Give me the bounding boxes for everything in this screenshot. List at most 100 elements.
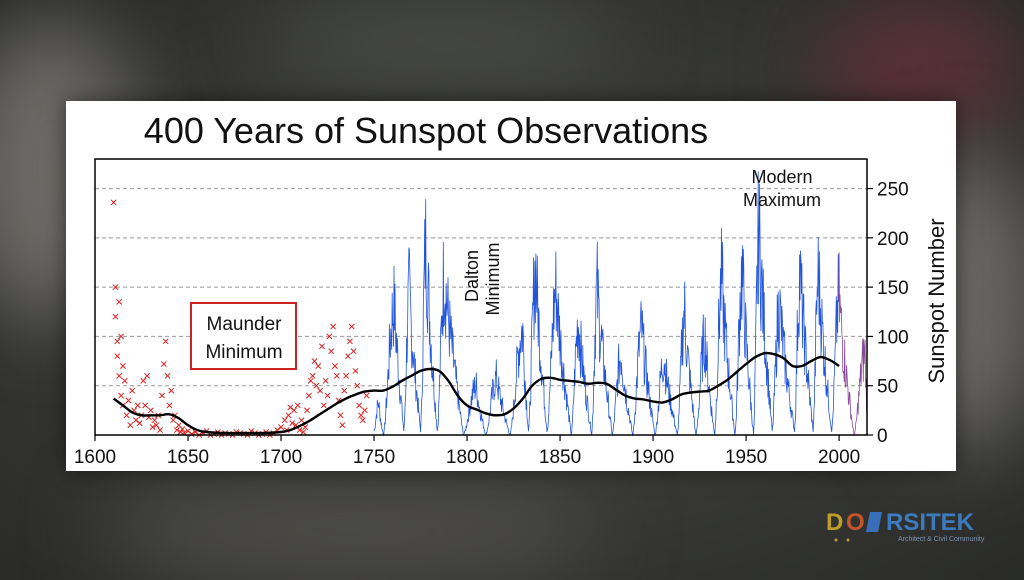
early-observation-point — [291, 407, 297, 414]
early-observation-point — [337, 412, 344, 419]
plot-frame — [94, 158, 868, 436]
x-tick-label: 1950 — [725, 447, 767, 468]
x-tick-label: 1850 — [539, 447, 581, 468]
early-observation-point — [140, 377, 147, 384]
early-observation-point — [328, 348, 335, 355]
early-observation-point — [114, 353, 121, 360]
y-tick-label: 100 — [877, 327, 909, 348]
early-observation-point — [112, 284, 119, 291]
early-observation-point — [179, 426, 186, 433]
early-observation-point — [142, 402, 149, 409]
early-observation-point — [359, 417, 366, 424]
early-observation-point — [127, 422, 134, 429]
y-tick-label: 0 — [877, 426, 888, 447]
monthly-series-line — [373, 171, 840, 437]
early-observation-point — [281, 417, 288, 424]
early-observation-point — [129, 387, 136, 394]
svg-text:RSITEK: RSITEK — [886, 509, 975, 536]
x-axis: 1600 1650 1700 1750 1800 1850 1900 1950 2000 — [74, 435, 860, 468]
modern-label-line2: Maximum — [743, 190, 821, 210]
x-tick-label: 1900 — [632, 447, 674, 468]
early-observation-point — [164, 372, 171, 379]
early-observation-point — [317, 387, 324, 394]
early-observation-point — [294, 402, 301, 409]
dalton-label-line2: Minimum — [483, 242, 503, 315]
early-observation-point — [132, 417, 139, 424]
smoothed-average — [112, 351, 840, 435]
early-observation-point — [134, 402, 141, 409]
early-observation-point — [341, 387, 348, 394]
early-observation-point — [320, 402, 327, 409]
smoothed-average-line — [112, 351, 840, 435]
early-observation-point — [363, 392, 370, 399]
early-observation-point — [333, 372, 340, 379]
early-observation-point — [296, 427, 303, 434]
maunder-annotation-box — [190, 302, 297, 370]
early-observation-point — [307, 377, 314, 384]
early-observation-point — [121, 377, 128, 384]
early-observation-point — [287, 404, 294, 411]
recent-series-line — [838, 252, 867, 437]
early-observation-point — [112, 313, 119, 320]
chart-panel: 400 Years of Sunspot Observations 1600 16… — [66, 101, 956, 471]
early-observation-point — [110, 199, 117, 206]
x-tick-label: 1600 — [74, 447, 116, 468]
x-tick-label: 2000 — [818, 447, 860, 468]
early-observation-point — [309, 372, 316, 379]
early-observation-point — [358, 412, 364, 419]
early-observation-point — [168, 387, 175, 394]
early-observation-point — [311, 358, 318, 365]
early-observation-point — [300, 429, 307, 435]
x-tick-label: 1650 — [167, 447, 209, 468]
early-observation-point — [119, 363, 126, 369]
y-axis-label: Sunspot Number — [924, 218, 949, 383]
early-observation-point — [166, 402, 173, 409]
early-observation-point — [162, 338, 169, 345]
early-observation-point — [346, 338, 353, 345]
early-observation-point — [339, 422, 346, 429]
early-observation-point — [170, 417, 177, 424]
early-observation-point — [348, 323, 355, 330]
early-observation-point — [304, 407, 311, 414]
early-observation-point — [118, 392, 124, 399]
early-observation-point — [361, 407, 368, 414]
early-observation-point — [136, 420, 143, 427]
early-observation-point — [118, 333, 124, 340]
dalton-label-line1: Dalton — [462, 250, 482, 302]
sunspot-chart: 400 Years of Sunspot Observations 1600 16… — [74, 110, 949, 468]
early-observation-point — [116, 372, 123, 379]
watermark-logo: D O RSITEK Architect & Civil Community — [826, 509, 985, 543]
early-observation-point — [332, 363, 338, 369]
x-tick-label: 1700 — [260, 447, 302, 468]
early-observation-point — [116, 298, 123, 305]
early-observation-point — [177, 429, 184, 435]
early-observation-point — [356, 402, 363, 409]
early-observation-point — [160, 361, 167, 367]
early-observation-point — [123, 412, 130, 419]
y-axis: 0 50 100 150 200 250 — [867, 180, 909, 447]
early-observation-point — [322, 377, 329, 384]
y-tick-label: 50 — [877, 377, 898, 398]
early-observation-point — [352, 367, 359, 374]
early-observation-point — [114, 338, 121, 345]
early-observation-point — [324, 392, 331, 399]
early-observation-point — [330, 323, 337, 330]
early-observation-point — [326, 333, 333, 340]
early-observation-point — [289, 420, 296, 427]
svg-text:Architect & Civil Community: Architect & Civil Community — [898, 536, 985, 543]
background-blob — [100, 480, 600, 580]
early-observation-point — [151, 417, 158, 424]
early-observation-point — [354, 382, 361, 389]
early-observation-point — [350, 348, 357, 355]
early-observation-point — [147, 407, 154, 414]
early-observation-point — [125, 397, 132, 404]
early-observation-point — [159, 392, 165, 399]
y-tick-label: 150 — [877, 278, 909, 299]
x-tick-label: 1800 — [446, 447, 488, 468]
maunder-label-line1: Maunder — [207, 314, 283, 335]
chart-title: 400 Years of Sunspot Observations — [144, 110, 708, 151]
early-observation-point — [144, 372, 151, 379]
modern-label-line1: Modern — [751, 167, 812, 187]
early-observation-point — [185, 428, 191, 435]
monthly-sunspot-series — [373, 171, 867, 437]
